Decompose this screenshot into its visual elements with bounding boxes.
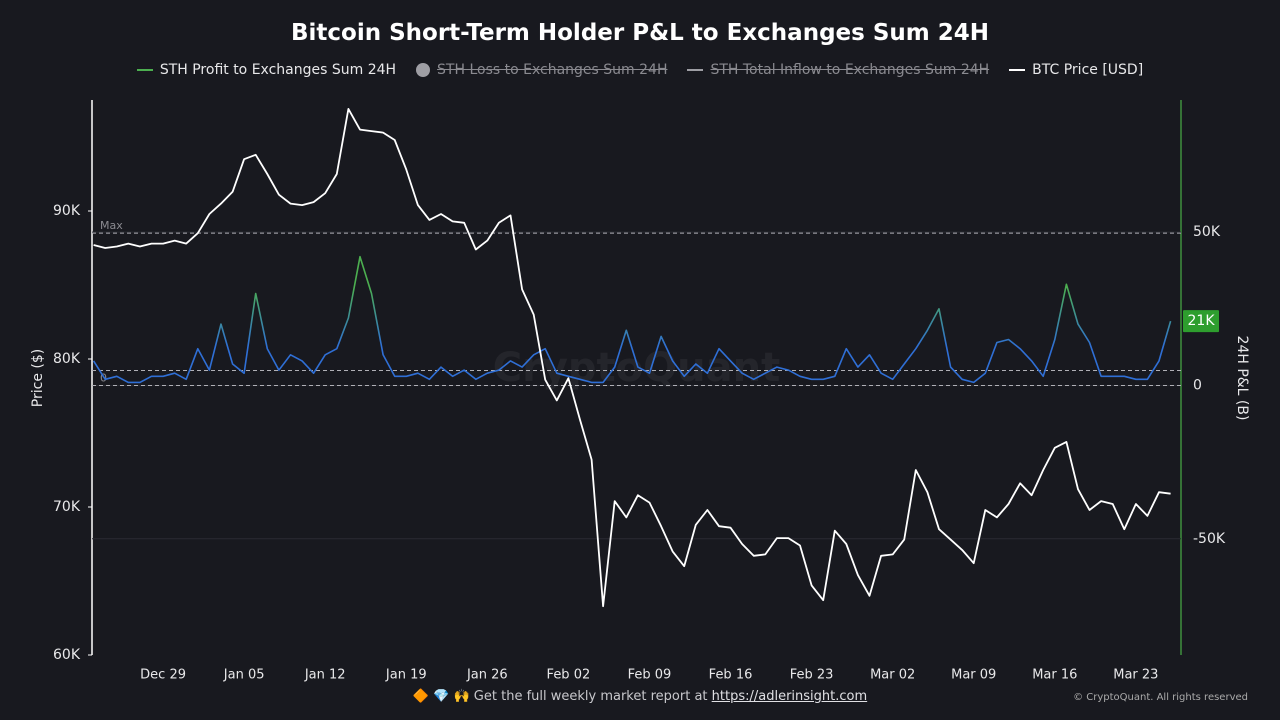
copyright: © CryptoQuant. All rights reserved	[1073, 692, 1248, 703]
reference-label: Max	[100, 219, 123, 232]
x-tick-label: Mar 09	[951, 668, 996, 683]
y-tick-label: 60K	[53, 647, 81, 663]
x-tick-label: Feb 09	[628, 668, 672, 683]
y2-tick-label: 0	[1193, 377, 1202, 393]
y-axis-label: Price ($)	[30, 349, 46, 407]
series-line	[93, 108, 1171, 608]
legend-swatch	[687, 69, 704, 71]
x-tick-label: Feb 23	[790, 668, 834, 683]
y-tick-label: 90K	[53, 203, 81, 219]
footer-link[interactable]: https://adlerinsight.com	[711, 689, 868, 704]
legend-swatch	[1009, 69, 1026, 71]
footer-text: 🔶 💎 🙌 Get the full weekly market report …	[412, 689, 708, 704]
x-tick-label: Jan 12	[304, 668, 346, 683]
y2-axis-label: 24H P&L (B)	[1234, 336, 1250, 421]
x-tick-label: Mar 23	[1113, 668, 1158, 683]
legend-label: STH Total Inflow to Exchanges Sum 24H	[710, 62, 990, 78]
legend-label: STH Profit to Exchanges Sum 24H	[159, 62, 397, 78]
legend-entry: STH Loss to Exchanges Sum 24H	[416, 62, 667, 78]
legend-entry: BTC Price [USD]	[1009, 62, 1143, 78]
value-label: 21K	[1188, 313, 1216, 329]
y-tick-label: 80K	[53, 351, 81, 367]
x-tick-label: Mar 16	[1032, 668, 1077, 683]
x-tick-label: Jan 05	[223, 668, 265, 683]
y2-tick-label: 50K	[1193, 224, 1221, 240]
series-line	[92, 255, 1172, 384]
legend-swatch	[416, 63, 431, 77]
y-tick-label: 70K	[53, 499, 81, 515]
footer: 🔶 💎 🙌 Get the full weekly market report …	[0, 689, 1280, 704]
chart-title: Bitcoin Short-Term Holder P&L to Exchang…	[290, 20, 989, 46]
x-tick-label: Dec 29	[140, 668, 186, 683]
legend-entry: STH Profit to Exchanges Sum 24H	[136, 62, 397, 78]
legend-entry: STH Total Inflow to Exchanges Sum 24H	[687, 62, 989, 78]
legend-label: STH Loss to Exchanges Sum 24H	[437, 62, 668, 78]
x-tick-label: Jan 19	[385, 668, 427, 683]
legend-label: BTC Price [USD]	[1032, 62, 1144, 78]
x-tick-label: Mar 02	[870, 668, 915, 683]
x-tick-label: Feb 16	[709, 668, 753, 683]
x-tick-label: Jan 26	[466, 668, 508, 683]
y2-tick-label: -50K	[1193, 531, 1226, 547]
legend: STH Profit to Exchanges Sum 24H STH Loss …	[0, 62, 1280, 78]
x-tick-label: Feb 02	[547, 668, 591, 683]
value-label-box	[1183, 310, 1219, 333]
legend-swatch	[136, 69, 153, 71]
